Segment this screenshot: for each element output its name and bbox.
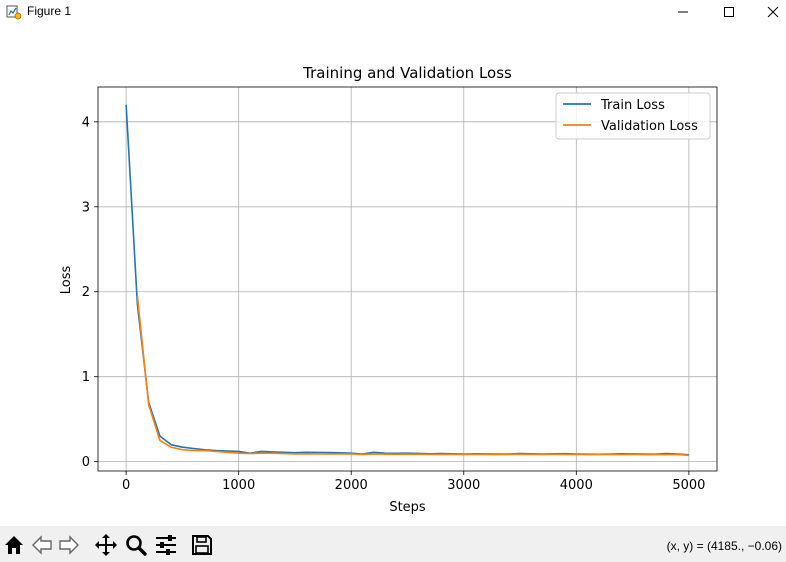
maximize-button[interactable] (706, 0, 752, 24)
navigation-toolbar: (x, y) = (4185., −0.06) (0, 526, 786, 562)
forward-button[interactable] (56, 532, 82, 558)
window-title-bar: Figure 1 (0, 0, 786, 24)
legend-train-label: Train Loss (600, 98, 665, 113)
zoom-icon (126, 535, 147, 556)
zoom-button[interactable] (123, 532, 149, 558)
legend: Train Loss Validation Loss (555, 92, 711, 140)
cursor-coordinates: (x, y) = (4185., −0.06) (666, 539, 782, 553)
loss-chart: 0 1000 2000 3000 4000 5000 0 1 2 3 4 Training and… (59, 64, 718, 515)
y-tick-label: 0 (82, 455, 90, 470)
minimize-icon (678, 11, 688, 13)
pan-button[interactable] (93, 532, 119, 558)
y-axis-label: Loss (59, 266, 74, 295)
forward-icon (59, 535, 79, 555)
home-button[interactable] (1, 532, 27, 558)
back-button[interactable] (29, 532, 55, 558)
y-tick-label: 1 (82, 370, 90, 385)
figure-canvas[interactable]: 0 1000 2000 3000 4000 5000 0 1 2 3 4 Training and… (0, 24, 786, 528)
back-icon (32, 535, 52, 555)
configure-subplots-button[interactable] (153, 532, 179, 558)
save-button[interactable] (189, 532, 215, 558)
axes-background (98, 87, 717, 471)
x-tick-label: 0 (122, 478, 130, 493)
y-tick-label: 3 (82, 200, 90, 215)
home-icon (5, 536, 23, 554)
close-icon (767, 6, 779, 18)
save-icon (192, 535, 212, 555)
x-tick-label: 2000 (335, 478, 368, 493)
validation-loss-line (136, 295, 689, 457)
x-tick-label: 1000 (222, 478, 255, 493)
chart-title: Training and Validation Loss (302, 64, 512, 82)
x-tick-label: 5000 (672, 478, 705, 493)
close-button[interactable] (750, 0, 786, 24)
minimize-button[interactable] (660, 0, 706, 24)
legend-frame (555, 92, 711, 140)
pan-icon (95, 534, 117, 556)
legend-validation-label: Validation Loss (601, 119, 698, 134)
window-title: Figure 1 (27, 4, 72, 18)
configure-subplots-icon (156, 535, 176, 555)
matplotlib-figure-icon (6, 4, 22, 20)
y-tick-label: 2 (82, 285, 90, 300)
axes-frame (97, 86, 718, 472)
x-tick-label: 4000 (560, 478, 593, 493)
x-tick-label: 3000 (447, 478, 480, 493)
x-axis-label: Steps (389, 500, 426, 515)
maximize-icon (724, 7, 734, 17)
y-tick-label: 4 (82, 115, 90, 130)
